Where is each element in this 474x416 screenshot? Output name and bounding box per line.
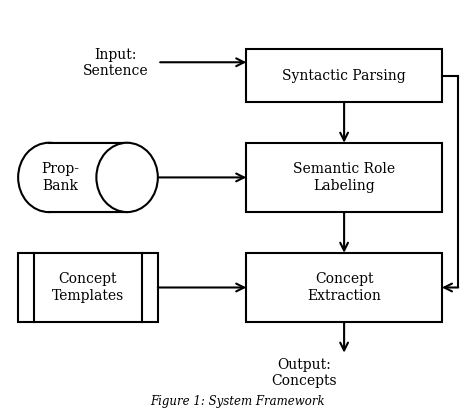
Bar <box>49 143 127 212</box>
Bar <box>49 143 127 212</box>
Ellipse shape <box>96 143 158 212</box>
Bar <box>246 143 442 212</box>
Text: Syntactic Parsing: Syntactic Parsing <box>282 69 406 82</box>
Text: Output:
Concepts: Output: Concepts <box>272 358 337 388</box>
Text: Input:
Sentence: Input: Sentence <box>83 48 149 78</box>
Bar <box>246 49 442 102</box>
Bar <box>246 253 442 322</box>
Bar <box>18 253 158 322</box>
Ellipse shape <box>18 143 80 212</box>
Text: Prop-
Bank: Prop- Bank <box>41 162 79 193</box>
Text: Concept
Extraction: Concept Extraction <box>307 272 381 302</box>
Text: Semantic Role
Labeling: Semantic Role Labeling <box>293 162 395 193</box>
Text: Concept
Templates: Concept Templates <box>52 272 124 302</box>
Text: Figure 1: System Framework: Figure 1: System Framework <box>150 395 324 408</box>
